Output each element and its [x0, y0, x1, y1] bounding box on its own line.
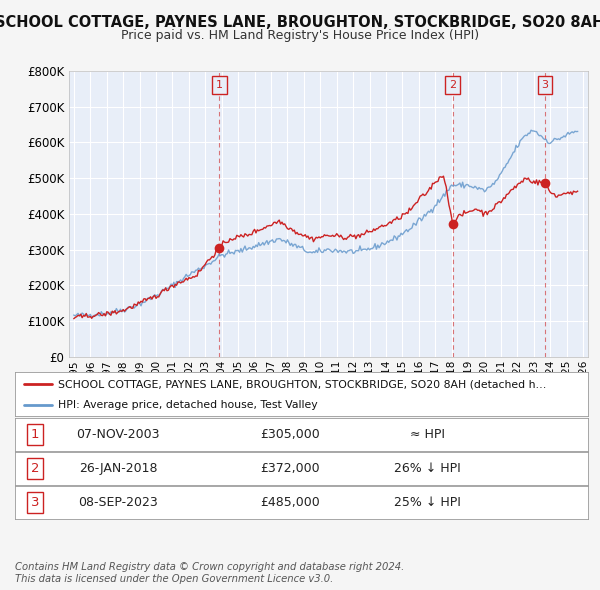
Text: Contains HM Land Registry data © Crown copyright and database right 2024.
This d: Contains HM Land Registry data © Crown c…: [15, 562, 404, 584]
Text: 25% ↓ HPI: 25% ↓ HPI: [394, 496, 461, 509]
Text: HPI: Average price, detached house, Test Valley: HPI: Average price, detached house, Test…: [58, 400, 317, 410]
Text: 26-JAN-2018: 26-JAN-2018: [79, 462, 157, 475]
Text: £485,000: £485,000: [260, 496, 320, 509]
Text: ≈ HPI: ≈ HPI: [410, 428, 445, 441]
Text: 2: 2: [31, 462, 40, 475]
Text: 07-NOV-2003: 07-NOV-2003: [76, 428, 160, 441]
Text: Price paid vs. HM Land Registry's House Price Index (HPI): Price paid vs. HM Land Registry's House …: [121, 30, 479, 42]
Text: SCHOOL COTTAGE, PAYNES LANE, BROUGHTON, STOCKBRIDGE, SO20 8AH (detached h…: SCHOOL COTTAGE, PAYNES LANE, BROUGHTON, …: [58, 379, 547, 389]
Text: 08-SEP-2023: 08-SEP-2023: [78, 496, 158, 509]
Text: £372,000: £372,000: [260, 462, 320, 475]
Text: 3: 3: [541, 80, 548, 90]
Text: 2: 2: [449, 80, 457, 90]
Text: 3: 3: [31, 496, 40, 509]
Text: 26% ↓ HPI: 26% ↓ HPI: [394, 462, 461, 475]
Text: £305,000: £305,000: [260, 428, 320, 441]
Text: 1: 1: [31, 428, 40, 441]
Text: SCHOOL COTTAGE, PAYNES LANE, BROUGHTON, STOCKBRIDGE, SO20 8AH: SCHOOL COTTAGE, PAYNES LANE, BROUGHTON, …: [0, 15, 600, 30]
Text: 1: 1: [216, 80, 223, 90]
